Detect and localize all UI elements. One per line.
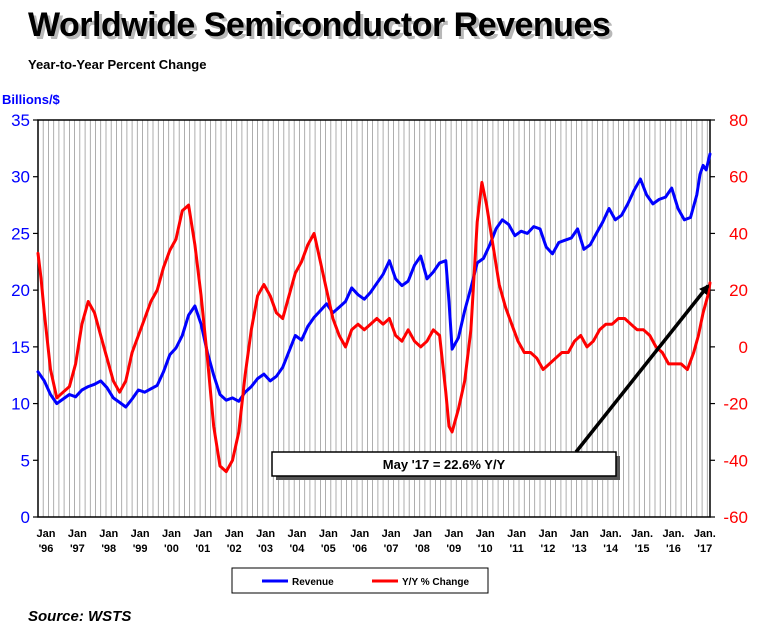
x-tick-label-month: Jan [131, 528, 150, 540]
x-tick-label-year: '08 [415, 543, 430, 555]
x-tick-label-month: Jan [413, 528, 432, 540]
x-tick-label-month: Jan [476, 528, 495, 540]
x-tick-label-year: '13 [572, 543, 587, 555]
x-tick-label-year: '97 [70, 543, 85, 555]
x-tick-label-year: '99 [133, 543, 148, 555]
series-line-revenue [36, 152, 712, 409]
right-tick-label: -20 [723, 395, 748, 414]
x-tick-label-year: '16 [666, 543, 681, 555]
series-lines [36, 152, 712, 474]
x-tick-label-month: Jan [162, 528, 181, 540]
vertical-gridlines [42, 120, 708, 517]
source-note: Source: WSTS [28, 608, 132, 625]
x-tick-label-month: Jan [225, 528, 244, 540]
x-tick-label-month: Jan [319, 528, 338, 540]
right-tick-label: -60 [723, 508, 748, 527]
x-tick-label-month: Jan [382, 528, 401, 540]
annotation-arrow [574, 284, 710, 454]
right-tick-label: 40 [729, 224, 748, 243]
x-tick-label-year: '03 [258, 543, 273, 555]
x-tick-label-year: '15 [635, 543, 650, 555]
annotation-text: May '17 = 22.6% Y/Y [383, 457, 506, 472]
right-tick-label: 80 [729, 111, 748, 130]
x-tick-label-month: Jan [68, 528, 87, 540]
right-tick-label: 0 [739, 338, 748, 357]
left-tick-label: 0 [21, 508, 30, 527]
x-tick-label-month: Jan. [694, 528, 716, 540]
left-tick-label: 10 [11, 395, 30, 414]
x-tick-label-month: Jan [256, 528, 275, 540]
x-tick-label-year: '98 [101, 543, 116, 555]
x-tick-label-year: '02 [227, 543, 242, 555]
x-tick-label-year: '05 [321, 543, 336, 555]
x-tick-label-month: Jan. [600, 528, 622, 540]
x-tick-label-year: '06 [352, 543, 367, 555]
x-tick-label-year: '10 [478, 543, 493, 555]
right-tick-label: 60 [729, 168, 748, 187]
x-tick-label-month: Jan [287, 528, 306, 540]
x-tick-label-month: Jan. [662, 528, 684, 540]
x-tick-label-month: Jan [193, 528, 212, 540]
x-tick-label-year: '04 [290, 543, 306, 555]
x-tick-label-year: '96 [39, 543, 54, 555]
x-tick-label-year: '11 [509, 543, 523, 555]
x-tick-label-month: Jan [570, 528, 589, 540]
legend-entry-label: Revenue [292, 577, 334, 588]
plot-area-border [37, 119, 711, 518]
chart-title: Worldwide Semiconductor Revenues [28, 6, 611, 44]
legend: Revenue Y/Y % Change [231, 567, 489, 594]
x-tick-label-year: '07 [384, 543, 399, 555]
axes: 0 5 10 15 20 25 30 35 Billions/$ -60 -40 -20 0 20 40 60… [2, 92, 748, 555]
x-tick-label-month: Jan [37, 528, 56, 540]
x-tick-label-month: Jan. [631, 528, 653, 540]
x-tick-label-month: Jan [99, 528, 118, 540]
x-tick-label-year: '17 [697, 543, 712, 555]
x-tick-label-year: '01 [195, 543, 210, 555]
x-tick-label-year: '12 [541, 543, 556, 555]
annotation-box [271, 451, 617, 477]
right-tick-label: 20 [729, 281, 748, 300]
left-tick-label: 5 [21, 451, 30, 470]
left-tick-label: 20 [11, 281, 30, 300]
legend-entry-label: Y/Y % Change [402, 577, 469, 588]
annotation-group: May '17 = 22.6% Y/Y [271, 284, 710, 480]
left-tick-label: 35 [11, 111, 30, 130]
x-tick-label-month: Jan [444, 528, 463, 540]
left-tick-label: 15 [11, 338, 30, 357]
left-tick-label: 30 [11, 168, 30, 187]
left-tick-label: 25 [11, 224, 30, 243]
right-tick-label: -40 [723, 451, 748, 470]
x-tick-label-month: Jan [350, 528, 369, 540]
x-tick-label-month: Jan [507, 528, 526, 540]
x-tick-label-month: Jan [538, 528, 557, 540]
x-tick-label-year: '14 [603, 543, 619, 555]
series-line-y-y-change [36, 180, 712, 474]
left-axis-label: Billions/$ [2, 92, 61, 107]
x-tick-label-year: '00 [164, 543, 179, 555]
chart-subtitle: Year-to-Year Percent Change [28, 57, 207, 72]
x-tick-label-year: '09 [446, 543, 461, 555]
